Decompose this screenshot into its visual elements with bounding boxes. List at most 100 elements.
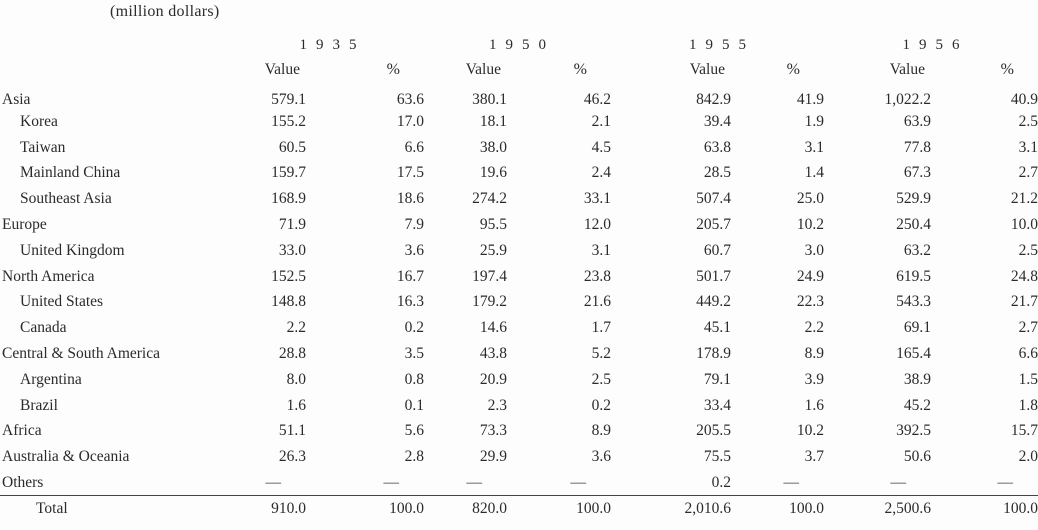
row-label: Taiwan [20,138,66,156]
cell-percent: 10.2 [796,422,824,440]
cell-value: 449.2 [696,293,731,311]
cell-value: 28.8 [278,345,306,363]
cell-value: 63.9 [903,112,931,130]
cell-percent: 2.1 [591,112,611,130]
cell-value: 205.5 [696,422,731,440]
cell-value: 250.4 [896,216,931,234]
cell-percent: 24.9 [796,267,824,285]
table-row: Korea 155.2 17.0 18.1 2.1 39.4 1.9 63.9 2.5 [0,109,1038,135]
cell-value: 155.2 [271,112,306,130]
corner-spacer [0,24,232,54]
cell-percent: 8.9 [591,422,611,440]
cell-percent: 100.0 [731,495,824,522]
cell-percent: 3.7 [804,448,824,466]
cell-percent: 100.0 [306,495,424,522]
table-row: Total 910.0 100.0 820.0 100.0 2,010.6 100.0 2,5… [0,495,1038,522]
cell-value: 2,010.6 [611,495,731,522]
cell-value: 45.1 [703,319,731,337]
cell-percent: 2.5 [1018,112,1038,130]
cell-value: 197.4 [472,267,507,285]
cell-percent: 6.6 [1018,345,1038,363]
cell-percent: 21.2 [1010,190,1038,208]
cell-value: — [265,473,282,491]
year-header-1935: 1935 [299,37,366,53]
cell-value: 38.0 [479,138,507,156]
cell-value: 95.5 [479,216,507,234]
cell-value: 205.7 [696,216,731,234]
cell-percent: 10.0 [1010,216,1038,234]
cell-percent: 100.0 [931,495,1038,522]
value-column-header: Value [264,61,300,78]
cell-percent: 12.0 [583,216,611,234]
cell-percent: 3.1 [804,138,824,156]
cell-percent: 2.2 [804,319,824,337]
cell-value: 910.0 [232,495,306,522]
table-body: Asia 579.1 63.6 380.1 46.2 842.9 41.9 1,022.2 40… [0,81,1038,522]
cell-percent: 25.0 [796,190,824,208]
row-label: Total [0,495,232,522]
cell-percent: 1.8 [1018,396,1038,414]
cell-percent: 5.6 [404,422,424,440]
value-column-header: Value [465,61,501,78]
row-label: Central & South America [2,345,160,363]
cell-value: 25.9 [479,241,507,259]
row-label: North America [2,267,95,285]
cell-percent: 18.6 [396,190,424,208]
cell-value: — [466,473,483,491]
cell-percent: 2.7 [1018,164,1038,182]
cell-percent: 3.5 [404,345,424,363]
table-row: Taiwan 60.5 6.6 38.0 4.5 63.8 3.1 77.8 3.1 [0,135,1038,161]
cell-value: 0.2 [711,473,731,491]
cell-value: 45.2 [903,396,931,414]
year-header-row: 1935 1950 1955 1956 [0,24,1038,54]
cell-value: — [890,473,907,491]
cell-percent: 46.2 [583,91,611,108]
trade-statistics-table: 1935 1950 1955 1956 Value % Value % Valu… [0,24,1038,522]
table-row: Australia & Oceania 26.3 2.8 29.9 3.6 75.5 3.7… [0,444,1038,470]
cell-percent: 17.5 [396,164,424,182]
cell-value: 152.5 [271,267,306,285]
row-label: Asia [2,91,31,108]
cell-percent: 3.1 [1018,138,1038,156]
cell-percent: 2.5 [591,370,611,388]
cell-value: 60.5 [278,138,306,156]
cell-value: 2,500.6 [824,495,931,522]
cell-percent: 2.7 [1018,319,1038,337]
cell-percent: 0.2 [591,396,611,414]
cell-percent: 21.6 [583,293,611,311]
cell-percent: 21.7 [1010,293,1038,311]
cell-percent: 0.2 [404,319,424,337]
table-row: Asia 579.1 63.6 380.1 46.2 842.9 41.9 1,022.2 40… [0,81,1038,109]
cell-value: 33.4 [703,396,731,414]
cell-percent: 4.5 [591,138,611,156]
table-row: Argentina 8.0 0.8 20.9 2.5 79.1 3.9 38.9 1.5 [0,367,1038,393]
cell-percent: 17.0 [396,112,424,130]
year-header-1955: 1955 [689,37,755,53]
cell-percent: 2.0 [1018,448,1038,466]
cell-percent: — [997,473,1014,491]
cell-value: 159.7 [271,164,306,182]
cell-value: 60.7 [703,241,731,259]
cell-percent: 2.4 [591,164,611,182]
cell-value: 501.7 [696,267,731,285]
percent-column-header: % [1000,61,1014,78]
cell-percent: 7.9 [404,216,424,234]
cell-value: 619.5 [896,267,931,285]
row-label: Argentina [20,370,82,388]
table-row: Africa 51.1 5.6 73.3 8.9 205.5 10.2 392.5 15.7 [0,419,1038,445]
cell-value: 274.2 [472,190,507,208]
cell-percent: — [383,473,400,491]
row-label: Africa [2,422,42,440]
cell-percent: 1.7 [591,319,611,337]
cell-value: 63.2 [903,241,931,259]
table-row: North America 152.5 16.7 197.4 23.8 501.7 24.9… [0,264,1038,290]
cell-percent: 24.8 [1010,267,1038,285]
table-row: United States 148.8 16.3 179.2 21.6 449.2 22.3… [0,290,1038,316]
cell-value: 392.5 [896,422,931,440]
cell-percent: 23.8 [583,267,611,285]
cell-value: 14.6 [479,319,507,337]
cell-percent: 16.3 [396,293,424,311]
row-label: Mainland China [20,164,121,182]
cell-value: 73.3 [479,422,507,440]
